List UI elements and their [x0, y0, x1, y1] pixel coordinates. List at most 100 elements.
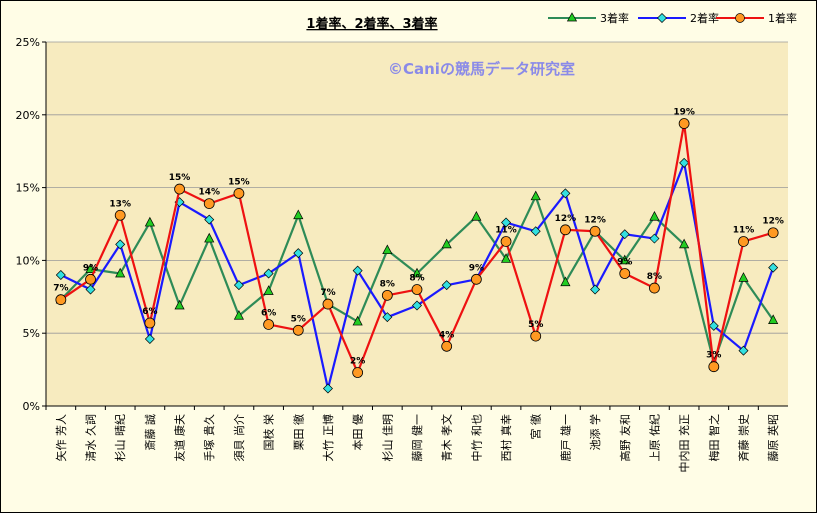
data-label: 13% [109, 199, 131, 209]
circle-point [560, 224, 571, 236]
gridlines [46, 41, 788, 334]
triangle-point [500, 253, 512, 263]
circle-point [530, 330, 542, 342]
triangle-point [441, 238, 452, 249]
x-tick-label: 斉藤 崇史 [736, 414, 750, 462]
x-tick-label: 国枝 栄 [262, 414, 276, 451]
circle-point [470, 273, 482, 285]
circle-point [708, 361, 720, 373]
data-label: 12% [555, 214, 577, 224]
diamond-point [263, 268, 274, 279]
triangle-point [85, 263, 96, 273]
x-axis-tick-labels: 矢作 芳人 清水 久詞 杉山 晴紀 斎藤 誠 友道 康夫 手塚 貴久 須貝 尚介 国枝 栄 栗田… [45, 406, 780, 473]
triangle-point [768, 314, 779, 324]
circle-point [619, 268, 631, 279]
data-label: 9% [469, 263, 484, 273]
legend: 3着率 2着率 1着率 [548, 11, 797, 25]
diamond-point [708, 320, 719, 331]
diamond-point [649, 233, 660, 244]
data-label: 5% [291, 314, 306, 324]
triangle-point [352, 315, 363, 326]
triangle-point [619, 254, 630, 265]
diamond-point [619, 229, 630, 240]
circle-point [174, 183, 185, 195]
x-tick-label: 池添 学 [588, 414, 602, 451]
data-label: 5% [528, 320, 543, 330]
x-tick-label: 清水 久詞 [85, 414, 98, 462]
diamond-point [768, 262, 779, 273]
diamond-marker-icon [657, 13, 667, 23]
x-tick-label: 高野 友和 [618, 414, 632, 462]
data-label: 7% [53, 284, 68, 294]
x-tick-label: 本田 優 [351, 414, 365, 451]
triangle-point [649, 210, 660, 221]
circle-point [292, 324, 304, 336]
data-label: 12% [584, 215, 606, 225]
y-tick-label: 5% [23, 327, 40, 340]
x-tick-label: 西村 真幸 [499, 414, 513, 462]
triangle-point [174, 299, 185, 310]
triangle-point [530, 190, 541, 201]
series-3 [55, 118, 779, 378]
circle-point [411, 284, 423, 295]
x-tick-label: 須貝 尚介 [232, 414, 246, 462]
x-tick-label: 宮 徹 [529, 414, 543, 440]
circle-point [352, 367, 364, 378]
triangle-point [204, 232, 215, 243]
x-tick-label: 栗田 徹 [291, 414, 305, 451]
x-tick-label: 鹿戸 雄一 [558, 414, 572, 462]
x-tick-label: 中竹 和也 [469, 414, 483, 462]
y-tick-label: 20% [16, 109, 40, 122]
circle-point [649, 282, 660, 294]
circle-point [203, 198, 215, 210]
circle-point [55, 294, 67, 306]
data-label: 12% [762, 217, 784, 227]
triangle-point [293, 209, 304, 220]
x-tick-label: 上原 佑紀 [647, 414, 661, 462]
circle-marker-icon [735, 13, 745, 23]
triangle-point [115, 267, 126, 278]
circle-point [767, 227, 779, 239]
circle-point [500, 236, 512, 247]
data-label: 6% [142, 307, 157, 317]
x-tick-label: 斎藤 誠 [143, 414, 157, 451]
y-tick-label: 15% [16, 182, 40, 195]
data-label: 8% [380, 279, 395, 289]
circle-point [589, 225, 601, 237]
y-tick-label: 0% [23, 400, 40, 413]
circle-point [144, 317, 156, 329]
diamond-point [204, 214, 215, 225]
diamond-point [501, 217, 512, 228]
watermark: ©Caniの競馬データ研究室 [388, 60, 575, 78]
data-label: 4% [439, 330, 454, 340]
diamond-point [85, 284, 96, 295]
diamond-point [55, 269, 66, 280]
data-label: 2% [350, 357, 365, 367]
y-axis-tick-labels: 0% 5% 10% 15% 20% 25% [16, 36, 46, 413]
data-labels: 7% 9% 13% 6% 15% 14% 15% 6% 5% 7% 2% 8% 8% 4% 9% 11% 5% 1… [53, 108, 784, 367]
legend-label-3chaku: 3着率 [600, 11, 629, 25]
x-tick-label: 藤岡 健一 [411, 414, 424, 462]
data-label: 3% [706, 351, 721, 361]
diamond-point [560, 188, 571, 199]
x-tick-label: 杉山 晴紀 [113, 414, 127, 462]
y-tick-label: 25% [16, 36, 40, 49]
diamond-point [382, 312, 393, 323]
data-label: 8% [647, 272, 662, 282]
x-tick-label: 友道 康夫 [173, 414, 187, 462]
diamond-point [352, 265, 363, 276]
circle-point [263, 319, 275, 330]
diamond-point [738, 345, 749, 356]
triangle-point [738, 272, 749, 282]
series-group [55, 118, 779, 394]
legend-item-1chaku: 1着率 [716, 11, 797, 25]
x-tick-label: 手塚 貴久 [202, 414, 216, 462]
legend-label-2chaku: 2着率 [690, 11, 719, 25]
x-tick-label: 梅田 智之 [707, 414, 721, 462]
data-label: 8% [409, 274, 424, 284]
data-label: 11% [495, 225, 517, 235]
data-label: 19% [673, 108, 695, 118]
circle-point [85, 273, 96, 285]
